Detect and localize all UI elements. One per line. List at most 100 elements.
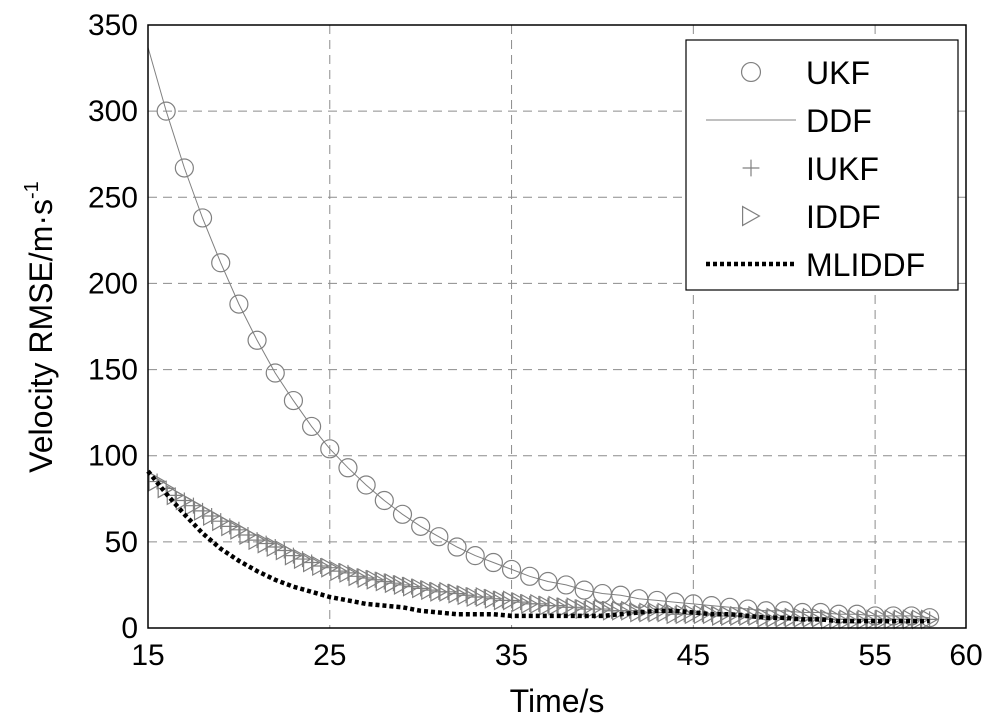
data-point-iddf: [148, 471, 167, 492]
x-tick-label: 15: [131, 639, 164, 672]
data-point-ukf: [247, 330, 267, 350]
y-axis-label: Velocity RMSE/m·s-1: [21, 181, 59, 473]
data-point-ukf: [174, 158, 194, 178]
data-point-iddf: [312, 555, 330, 577]
data-point-iddf: [575, 599, 594, 620]
y-axis-label-superscript: -1: [21, 181, 43, 199]
data-point-iddf: [221, 516, 240, 537]
data-point-iukf: [203, 508, 220, 525]
data-point-iddf: [557, 597, 576, 618]
y-tick-label: 0: [121, 612, 138, 645]
data-point-iukf: [294, 551, 311, 568]
data-point-ukf: [429, 527, 449, 547]
data-point-iddf: [493, 590, 512, 611]
data-point-iddf: [384, 573, 403, 594]
data-point-iukf: [276, 542, 293, 559]
x-tick-label: 60: [949, 639, 982, 672]
data-point-ukf: [411, 516, 431, 536]
data-point-ukf: [520, 566, 540, 586]
data-point-iddf: [393, 574, 412, 595]
data-point-ukf: [156, 101, 176, 121]
data-point-iukf: [167, 487, 184, 504]
data-point-iddf: [566, 597, 585, 618]
data-point-iddf: [475, 586, 494, 608]
data-point-iddf: [875, 609, 894, 630]
data-point-ukf: [356, 475, 376, 495]
data-point-iddf: [348, 566, 367, 587]
data-point-iddf: [512, 592, 530, 613]
data-point-iddf: [902, 609, 921, 630]
data-point-iddf: [421, 580, 439, 601]
data-point-iddf: [693, 604, 712, 625]
x-tick-label: 45: [677, 639, 710, 672]
data-point-iukf: [194, 502, 211, 519]
data-point-iddf: [584, 599, 603, 620]
data-point-iddf: [366, 569, 385, 590]
data-point-iddf: [375, 571, 394, 592]
data-point-iddf: [602, 600, 621, 621]
data-point-ukf: [229, 294, 249, 314]
data-point-iddf: [666, 604, 685, 625]
legend-swatch-iddf: [742, 205, 761, 227]
data-point-iukf: [303, 554, 320, 571]
data-point-iddf: [821, 609, 839, 630]
y-axis-label-text: Velocity RMSE/m·s: [23, 199, 59, 473]
legend-swatch-ukf: [740, 61, 762, 83]
data-point-iddf: [730, 605, 749, 626]
x-axis-label: Time/s: [510, 683, 605, 719]
data-point-iddf: [439, 581, 458, 602]
y-tick-label: 100: [88, 440, 138, 473]
data-point-ukf: [501, 559, 522, 580]
data-point-iukf: [176, 492, 193, 509]
data-point-iddf: [721, 605, 739, 626]
data-point-iddf: [412, 578, 430, 599]
y-tick-label: 250: [88, 181, 138, 214]
data-point-iddf: [193, 500, 212, 521]
data-point-iddf: [911, 609, 930, 630]
legend-label-mliddf: MLIDDF: [806, 247, 925, 283]
legend-swatch-iukf: [742, 159, 760, 177]
data-point-ukf: [538, 571, 558, 592]
data-point-ukf: [556, 575, 576, 595]
data-point-iddf: [430, 581, 449, 602]
data-point-iukf: [258, 535, 275, 552]
data-point-ukf: [465, 546, 485, 566]
data-point-iddf: [239, 524, 258, 545]
data-point-ukf: [574, 580, 594, 600]
data-point-iddf: [330, 561, 349, 582]
data-point-iddf: [521, 593, 539, 614]
data-point-iddf: [321, 557, 340, 578]
data-point-iddf: [284, 545, 303, 566]
data-point-iddf: [266, 537, 285, 558]
data-point-iddf: [630, 602, 649, 623]
data-point-iddf: [293, 549, 312, 570]
tick-labels: 15 25 35 45 55 60 0 50 100 150 200 250 300 350: [88, 9, 983, 672]
data-point-iddf: [175, 490, 194, 511]
series-line-ddf: [147, 47, 930, 619]
data-point-iddf: [639, 602, 658, 623]
data-point-ukf: [302, 416, 322, 437]
data-point-iddf: [303, 552, 321, 573]
data-point-iukf: [312, 557, 329, 574]
data-point-ukf: [338, 458, 358, 478]
data-point-ukf: [392, 504, 413, 524]
x-tick-label: 35: [495, 639, 528, 672]
data-point-iddf: [784, 607, 803, 628]
legend-item-iukf: IUKF: [742, 151, 879, 187]
grid: [148, 25, 966, 628]
data-point-ukf: [483, 552, 503, 573]
data-point-iddf: [275, 540, 294, 561]
legend-item-mliddf: MLIDDF: [706, 247, 925, 283]
data-point-ukf: [447, 537, 467, 557]
legend-label-iddf: IDDF: [806, 199, 881, 235]
data-point-iddf: [230, 519, 249, 540]
data-point-iddf: [593, 599, 612, 620]
legend-label-iukf: IUKF: [806, 151, 879, 187]
data-point-iddf: [502, 590, 521, 611]
series-ddf: [147, 47, 930, 619]
series-line-mliddf: [146, 469, 930, 624]
plot-frame: [147, 24, 967, 629]
y-tick-label: 150: [88, 354, 138, 387]
data-point-iddf: [757, 607, 776, 628]
